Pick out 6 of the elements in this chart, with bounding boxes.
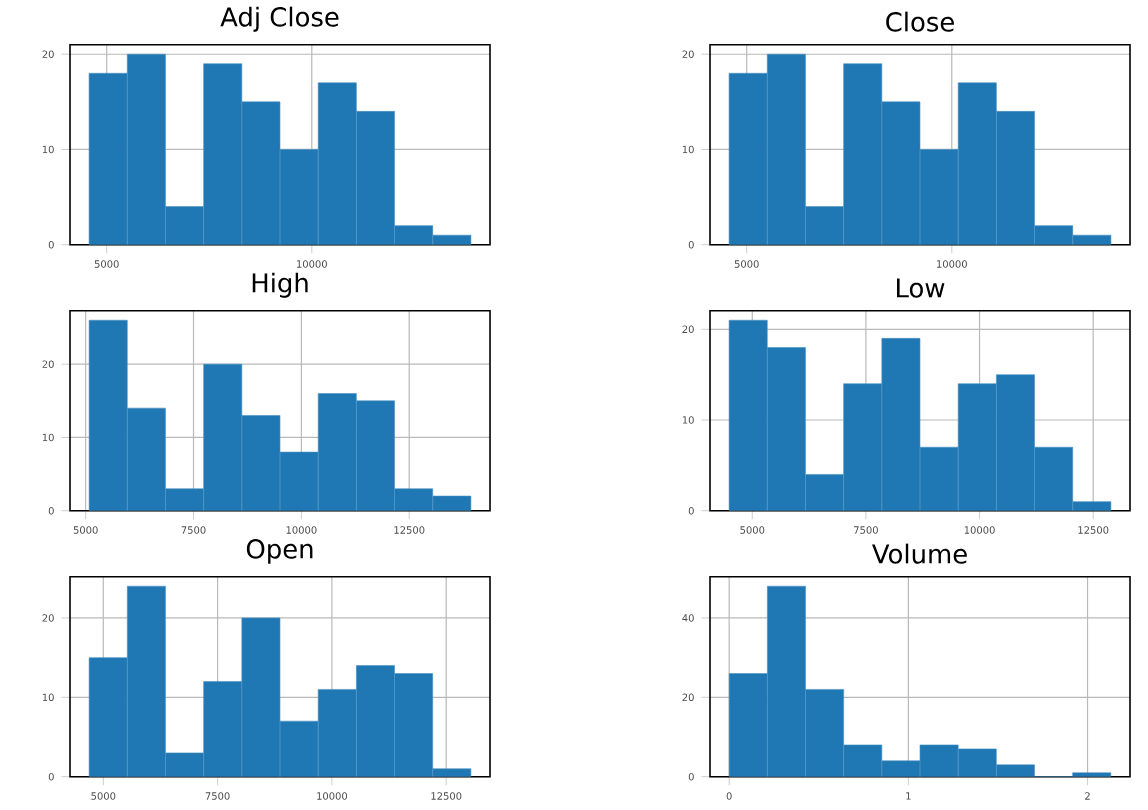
chart-title: Adj Close	[220, 6, 339, 32]
chart-title: Close	[886, 11, 954, 32]
chart-title: Volume	[872, 543, 967, 564]
chart-title: Low	[897, 278, 945, 298]
chart-title: High	[252, 272, 308, 298]
chart-title: Open	[246, 538, 313, 564]
